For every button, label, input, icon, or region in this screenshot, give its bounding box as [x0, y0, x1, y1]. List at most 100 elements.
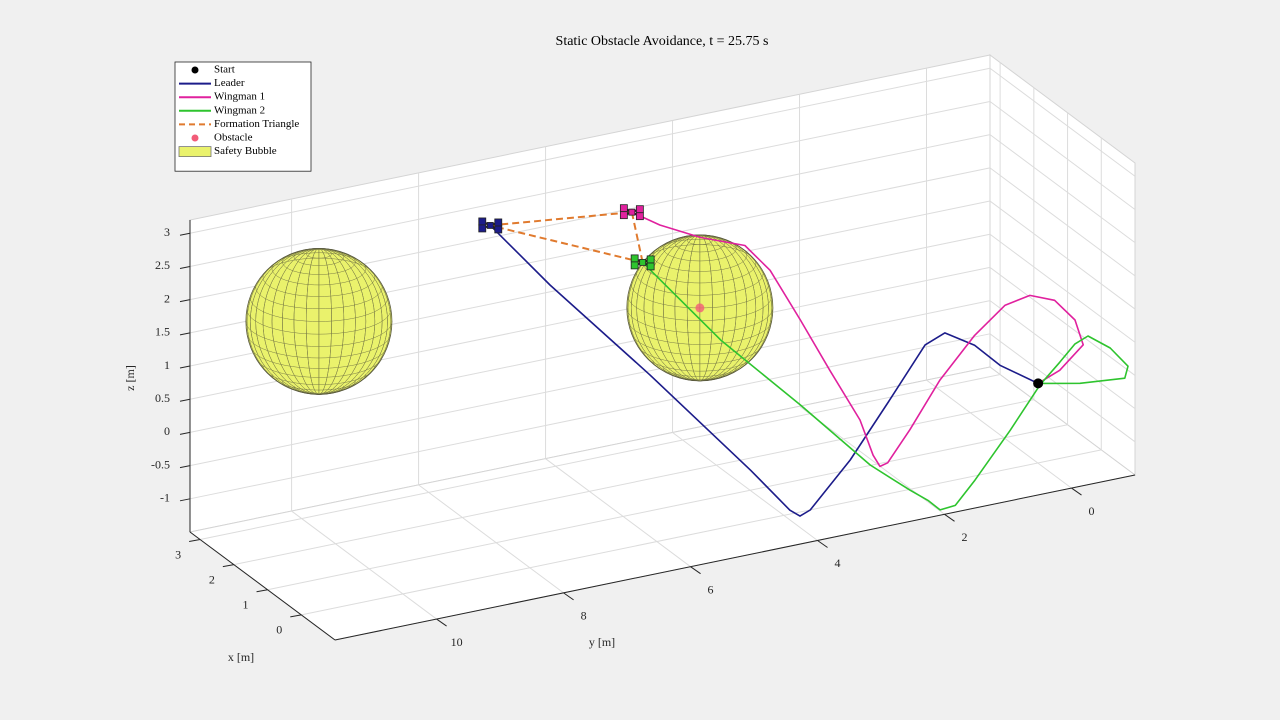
- grid-line: [189, 266, 991, 433]
- x-tick: [256, 589, 268, 593]
- drone-rotor: [635, 205, 644, 214]
- z-tick: [179, 465, 191, 469]
- latitude: [293, 385, 345, 395]
- grid-line: [267, 424, 1068, 591]
- latitude: [636, 273, 764, 296]
- z-tick-label: 1.5: [155, 325, 170, 339]
- latitude: [293, 256, 345, 266]
- legend-label: Formation Triangle: [214, 118, 299, 130]
- latitude: [626, 307, 774, 334]
- grid-line: [989, 300, 1136, 410]
- grid-line: [989, 67, 1136, 177]
- latitude: [282, 380, 356, 394]
- drone-rotor: [494, 225, 503, 234]
- trajectory: [631, 211, 1084, 468]
- trajectory: [489, 224, 1039, 517]
- drone-rotor: [478, 224, 487, 233]
- grid-line: [989, 101, 1136, 210]
- y-tick: [563, 592, 574, 601]
- latitude: [652, 255, 748, 272]
- latitude: [652, 239, 748, 256]
- grid-line: [672, 432, 818, 541]
- latitude: [643, 263, 757, 284]
- legend-label: Safety Bubble: [214, 145, 277, 157]
- latitude: [293, 248, 345, 257]
- latitude: [262, 277, 376, 297]
- grid-line: [233, 399, 1034, 566]
- latitude: [255, 355, 383, 378]
- grid-line: [291, 510, 437, 620]
- z-tick: [179, 299, 191, 303]
- y-tick: [436, 618, 447, 627]
- latitude: [271, 268, 367, 286]
- z-tick-label: 0: [164, 424, 170, 438]
- x-tick-label: 1: [243, 598, 249, 612]
- grid-line: [200, 374, 1001, 541]
- y-tick: [944, 513, 955, 522]
- z-tick-label: -1: [160, 491, 170, 505]
- latitude: [627, 295, 773, 321]
- formation-edge: [630, 211, 644, 263]
- grid-line: [418, 484, 564, 594]
- y-tick-label: 8: [581, 609, 587, 623]
- grid-line: [189, 100, 991, 267]
- grid-line: [545, 458, 691, 568]
- latitude: [245, 321, 393, 347]
- x-tick-label: 3: [175, 547, 181, 561]
- latitude: [631, 331, 769, 356]
- y-tick-label: 2: [962, 530, 968, 544]
- drone-body: [486, 222, 494, 229]
- z-tick: [179, 232, 191, 236]
- legend-symbol: [191, 134, 199, 142]
- legend-label: Obstacle: [214, 132, 253, 144]
- grid-line: [989, 200, 1136, 310]
- latitude: [643, 351, 757, 372]
- legend-symbol: [178, 146, 212, 158]
- chart-title: Static Obstacle Avoidance, t = 25.75 s: [556, 34, 769, 49]
- z-axis-label: z [m]: [123, 365, 137, 391]
- z-tick-label: -0.5: [151, 457, 170, 471]
- latitude: [686, 240, 713, 245]
- grid-line: [926, 379, 1072, 489]
- x-tick: [189, 539, 201, 543]
- drone-icon: [478, 217, 503, 234]
- grid-line: [189, 67, 991, 234]
- drone-rotor: [619, 204, 628, 213]
- drone-rotor: [630, 254, 639, 263]
- y-tick: [690, 566, 701, 575]
- drone-rotor: [619, 211, 628, 220]
- y-tick-label: 10: [451, 635, 463, 649]
- x-tick: [222, 564, 234, 568]
- latitude: [674, 243, 726, 253]
- y-axis-label: y [m]: [589, 635, 615, 649]
- latitude: [663, 367, 737, 381]
- x-tick-label: 2: [209, 572, 215, 586]
- formation-edge: [490, 224, 643, 264]
- formation-edge: [490, 211, 632, 227]
- legend-symbol: [191, 66, 199, 74]
- legend-label: Start: [214, 64, 235, 76]
- drone-rotor: [494, 218, 503, 227]
- z-tick-label: 2: [164, 291, 170, 305]
- grid-line: [189, 300, 991, 467]
- drone-rotor: [646, 262, 655, 271]
- grid-line: [989, 167, 1136, 277]
- obstacle: [695, 303, 705, 313]
- latitude: [305, 249, 332, 254]
- drone-body: [639, 258, 647, 266]
- latitude: [262, 365, 376, 385]
- z-tick: [179, 265, 191, 269]
- z-tick-label: 0.5: [155, 391, 170, 405]
- legend-label: Leader: [214, 77, 245, 89]
- x-tick-label: 0: [276, 623, 282, 637]
- drone-rotor: [478, 217, 487, 226]
- latitude: [652, 360, 748, 377]
- drone-icon: [619, 204, 644, 221]
- latitude: [282, 261, 356, 275]
- x-axis-label: x [m]: [228, 650, 254, 664]
- drone-rotor: [635, 212, 644, 221]
- z-tick-label: 3: [164, 225, 170, 239]
- drone-body: [628, 208, 636, 216]
- z-tick: [179, 431, 191, 435]
